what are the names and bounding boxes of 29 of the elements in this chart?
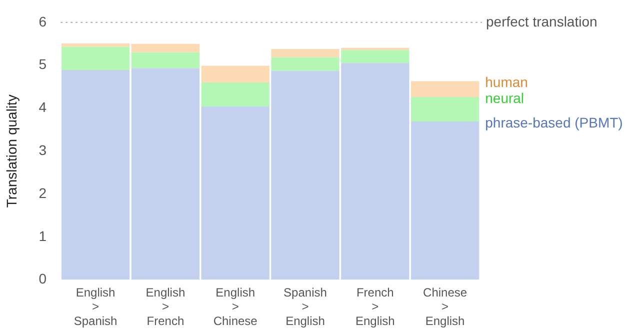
bar bbox=[131, 52, 200, 68]
x-tick-label: French > English bbox=[355, 285, 395, 328]
series-label: phrase-based (PBMT) bbox=[485, 114, 623, 130]
bar bbox=[61, 43, 130, 47]
x-tick-label: Spanish > English bbox=[284, 285, 327, 328]
bar bbox=[131, 68, 200, 280]
bar bbox=[410, 122, 480, 280]
series-label: human bbox=[485, 74, 528, 90]
y-tick-label: 6 bbox=[38, 13, 47, 30]
y-tick-label: 1 bbox=[38, 228, 47, 244]
bar bbox=[410, 81, 480, 98]
x-tick-label: English > Spanish bbox=[74, 285, 118, 328]
x-tick-label: Chinese > English bbox=[423, 285, 468, 328]
y-axis-title: Translation quality bbox=[3, 94, 20, 208]
bar bbox=[201, 82, 270, 106]
ref-line-label: perfect translation bbox=[486, 13, 598, 30]
x-tick-label: English > French bbox=[146, 285, 186, 328]
y-tick-label: 0 bbox=[38, 270, 47, 287]
bar bbox=[61, 46, 130, 70]
series-label: neural bbox=[485, 90, 524, 106]
y-tick-label: 3 bbox=[38, 142, 47, 158]
bar bbox=[201, 66, 270, 82]
bar bbox=[131, 44, 200, 52]
x-tick-label: English > Chinese bbox=[213, 285, 258, 328]
y-tick-label: 5 bbox=[38, 56, 47, 72]
y-tick-label: 2 bbox=[38, 184, 47, 201]
bar bbox=[410, 97, 480, 122]
bar bbox=[61, 70, 130, 280]
y-tick-label: 4 bbox=[38, 99, 47, 116]
